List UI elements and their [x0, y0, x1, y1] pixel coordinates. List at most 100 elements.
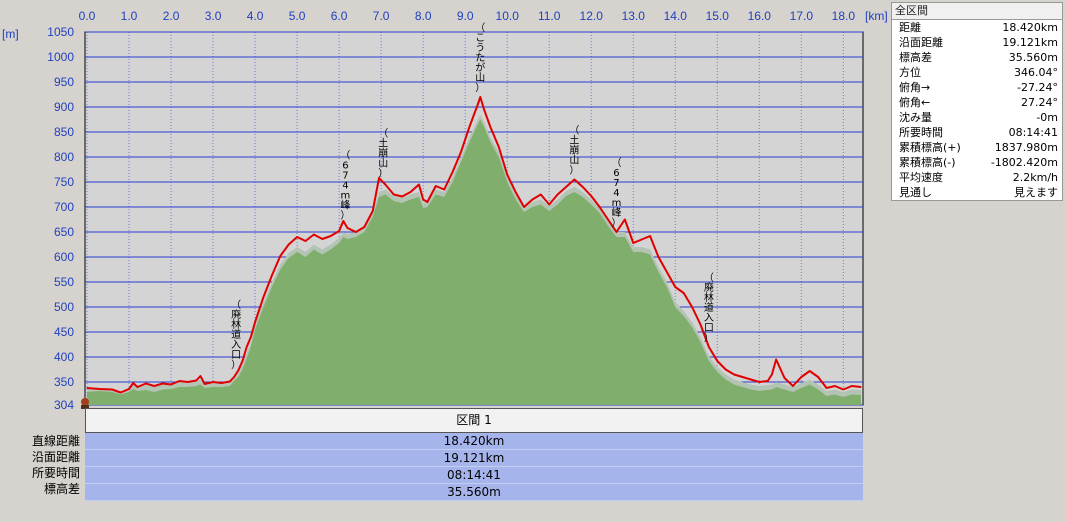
- summary-label: 所要時間: [899, 126, 943, 139]
- peak-label-char: m: [612, 198, 622, 209]
- y-tick-label: 400: [54, 350, 74, 364]
- elevation-point: [590, 195, 592, 197]
- elevation-point: [557, 193, 559, 196]
- summary-row: 見通し 見えます: [892, 185, 1062, 200]
- elevation-point: [741, 376, 744, 378]
- peak-label-char: 入: [231, 340, 241, 351]
- y-tick-label: 450: [54, 325, 74, 339]
- elevation-point: [683, 292, 685, 294]
- summary-value: -0m: [1036, 111, 1058, 124]
- peak-label-char: 4: [613, 188, 619, 199]
- elevation-point: [599, 206, 601, 208]
- elevation-point: [237, 369, 239, 372]
- elevation-point: [304, 240, 307, 242]
- elevation-point: [296, 236, 298, 238]
- peak-label-char: ）: [569, 165, 579, 177]
- section-value: 08:14:41: [85, 467, 863, 484]
- elevation-point: [178, 380, 181, 382]
- elevation-point: [313, 233, 315, 236]
- x-tick-label: 2.0: [163, 9, 180, 23]
- summary-row: 累積標高(-) -1802.420m: [892, 155, 1062, 170]
- summary-value: 08:14:41: [1008, 126, 1058, 139]
- summary-row: 俯角→ -27.24°: [892, 80, 1062, 95]
- x-tick-label: 13.0: [622, 9, 646, 23]
- peak-label-char: （: [569, 125, 579, 137]
- peak-label-char: 山: [475, 72, 485, 84]
- elevation-point: [409, 191, 412, 193]
- elevation-point: [401, 195, 403, 198]
- x-tick-label: 12.0: [580, 9, 604, 23]
- summary-label: 俯角←: [899, 96, 931, 109]
- profile-line-layer: [86, 96, 862, 394]
- y-unit-label: [m]: [2, 27, 19, 41]
- x-axis-ticks: 0.0 1.0 2.0 3.0 4.0 5.0 6.0 7.0 8.0 9.0 10.0 11.0 12…: [79, 9, 856, 23]
- elevation-point: [204, 383, 206, 385]
- elevation-point: [418, 183, 420, 186]
- elevation-point: [393, 193, 395, 196]
- x-tick-label: 6.0: [331, 9, 348, 23]
- elevation-profile-chart: 0.0 1.0 2.0 3.0 4.0 5.0 6.0 7.0 8.0 9.0 10.0 11.0 12…: [2, 9, 888, 410]
- elevation-point: [288, 243, 290, 246]
- peak-label-char: 廃: [704, 281, 714, 294]
- elevation-point: [220, 382, 223, 384]
- elevation-point: [372, 210, 374, 212]
- summary-value: 346.04°: [1014, 66, 1058, 79]
- elevation-point: [641, 238, 643, 241]
- y-tick-label: 750: [54, 175, 74, 189]
- summary-row: 累積標高(+) 1837.980m: [892, 140, 1062, 155]
- y-axis-ticks: 304 350 400 450 500 550 600 650 700 750 800 850 900 9…: [47, 25, 74, 410]
- peak-label-char: 道: [704, 301, 714, 314]
- elevation-point: [241, 360, 244, 362]
- elevation-point: [666, 271, 668, 273]
- peak-label-char: 土: [569, 134, 579, 147]
- elevation-point: [514, 191, 517, 193]
- elevation-point: [582, 186, 584, 188]
- peak-label-char: 7: [342, 171, 348, 182]
- section-header[interactable]: 区間 1: [85, 408, 863, 433]
- y-tick-label: 1050: [47, 25, 74, 39]
- elevation-point: [355, 231, 357, 233]
- elevation-line: [86, 96, 862, 394]
- peak-label-char: 崩: [569, 144, 579, 157]
- section-label: 所要時間: [31, 466, 80, 480]
- elevation-point: [699, 323, 702, 326]
- elevation-point: [483, 108, 485, 111]
- y-tick-label: 304: [54, 398, 74, 410]
- elevation-point: [128, 388, 130, 390]
- elevation-point: [477, 103, 479, 106]
- peak-label-char: （: [378, 127, 388, 139]
- summary-row: 方位 346.04°: [892, 65, 1062, 80]
- x-tick-label: 17.0: [790, 9, 814, 23]
- peak-label-char: ）: [378, 167, 388, 179]
- elevation-point: [792, 385, 794, 387]
- elevation-point: [195, 379, 197, 382]
- x-tick-label: 9.0: [457, 9, 474, 23]
- elevation-point: [111, 388, 113, 391]
- peak-label-char: た: [475, 52, 485, 64]
- elevation-point: [443, 188, 445, 191]
- x-tick-label: 10.0: [496, 9, 520, 23]
- peak-label-char: 崩: [378, 146, 388, 159]
- elevation-point: [565, 186, 567, 188]
- section-label: 沿面距離: [31, 450, 80, 464]
- summary-title: 全区間: [892, 3, 1062, 20]
- elevation-point: [657, 256, 660, 258]
- elevation-point: [531, 198, 534, 201]
- elevation-point: [548, 203, 550, 206]
- elevation-point: [498, 146, 500, 148]
- elevation-point: [86, 387, 88, 389]
- y-tick-label: 350: [54, 375, 74, 389]
- elevation-point: [615, 231, 618, 233]
- summary-value: 35.560m: [1008, 51, 1058, 64]
- y-tick-label: 550: [54, 275, 74, 289]
- peak-label: （土崩山）: [378, 127, 388, 179]
- peak-label-char: ）: [475, 82, 485, 94]
- elevation-point: [783, 377, 786, 379]
- elevation-point: [800, 376, 802, 378]
- y-tick-label: 800: [54, 150, 74, 164]
- peak-label-char: 7: [613, 178, 619, 189]
- elevation-point: [851, 385, 853, 387]
- summary-label: 距離: [899, 21, 921, 34]
